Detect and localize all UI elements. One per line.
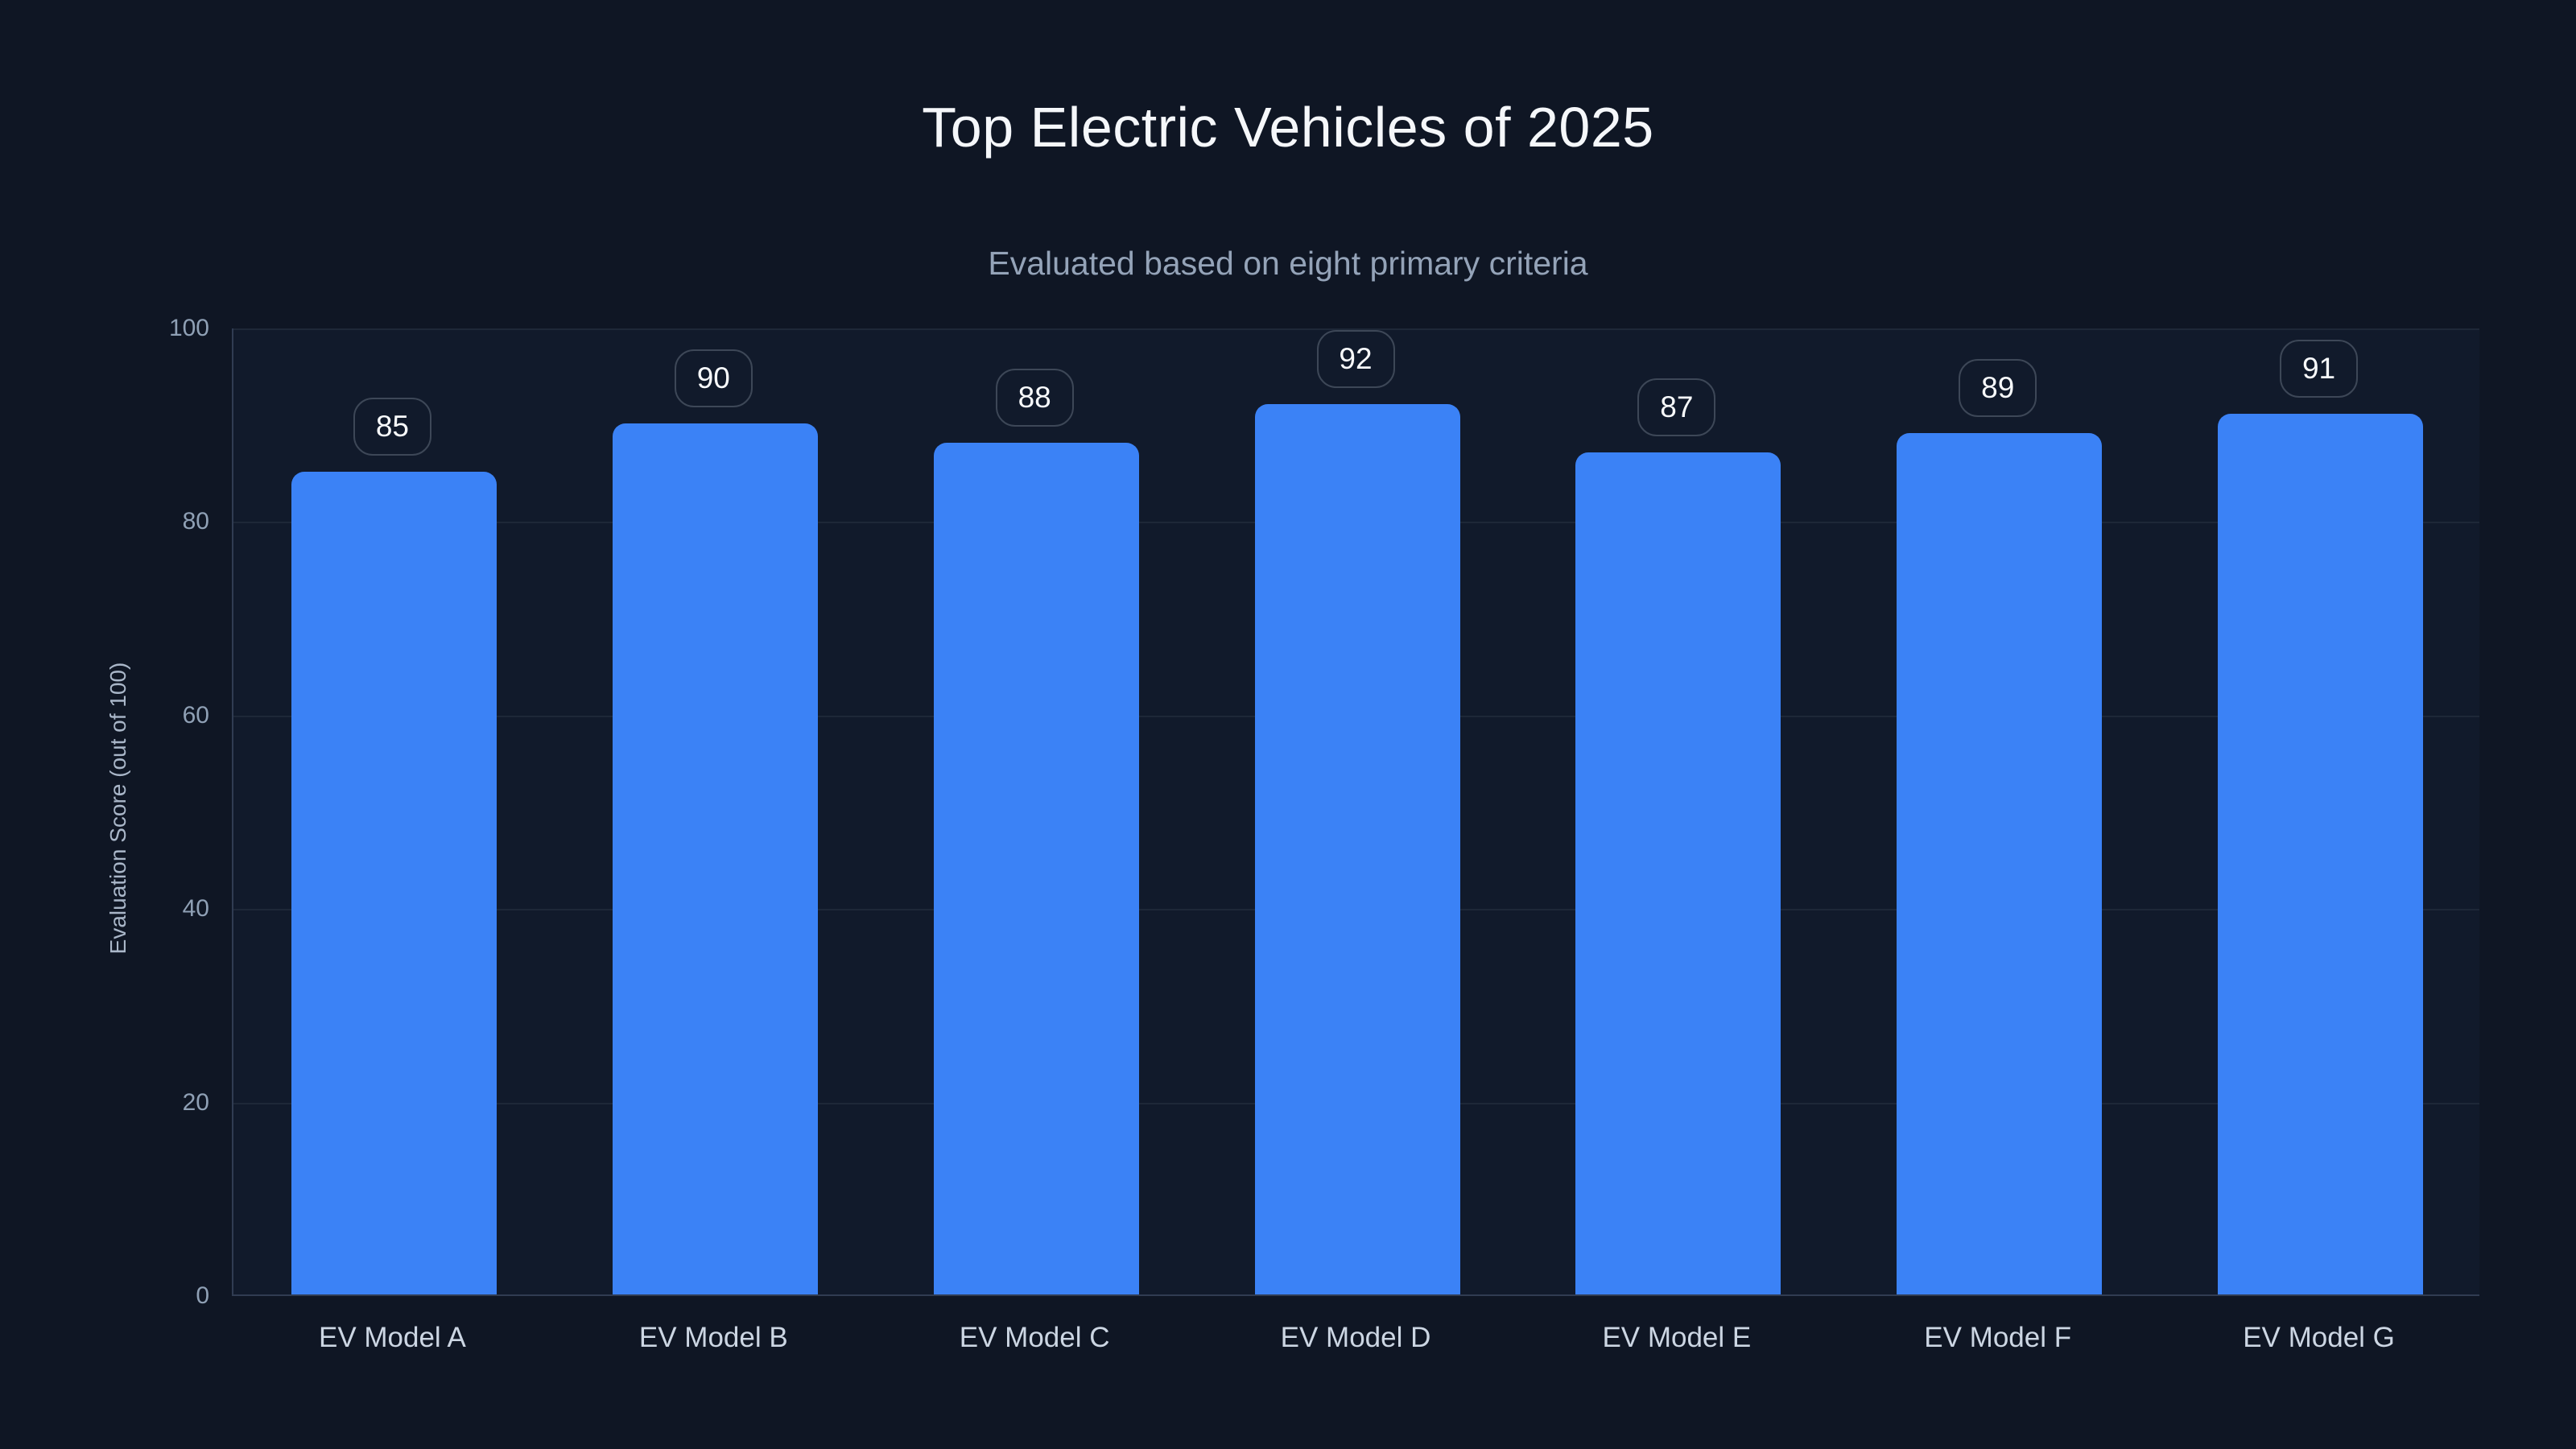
value-label-ev-model-c: 88 xyxy=(995,369,1074,427)
bar-ev-model-b[interactable] xyxy=(612,423,818,1294)
x-label-ev-model-f: EV Model F xyxy=(1924,1322,2072,1353)
x-label-ev-model-a: EV Model A xyxy=(318,1322,466,1353)
chart-title: Top Electric Vehicles of 2025 xyxy=(922,96,1654,159)
y-tick-label-60: 60 xyxy=(182,701,209,729)
value-label-ev-model-e: 87 xyxy=(1637,378,1716,437)
bar-ev-model-g[interactable] xyxy=(2218,414,2424,1294)
bar-ev-model-f[interactable] xyxy=(1897,433,2103,1294)
chart-subtitle: Evaluated based on eight primary criteri… xyxy=(988,245,1588,282)
x-label-ev-model-g: EV Model G xyxy=(2243,1322,2395,1353)
bar-ev-model-e[interactable] xyxy=(1575,452,1781,1294)
value-label-ev-model-f: 89 xyxy=(1959,359,2037,418)
x-label-ev-model-c: EV Model C xyxy=(959,1322,1110,1353)
value-label-ev-model-a: 85 xyxy=(353,398,431,456)
y-tick-label-80: 80 xyxy=(182,508,209,535)
y-tick-label-100: 100 xyxy=(168,315,209,341)
value-label-ev-model-b: 90 xyxy=(674,349,753,408)
y-tick-label-40: 40 xyxy=(182,895,209,923)
gridline-100 xyxy=(233,328,2479,330)
plot-area xyxy=(232,328,2479,1296)
bar-ev-model-c[interactable] xyxy=(933,443,1139,1294)
x-label-ev-model-d: EV Model D xyxy=(1280,1322,1431,1353)
y-tick-label-0: 0 xyxy=(196,1282,209,1309)
value-label-ev-model-d: 92 xyxy=(1316,330,1395,389)
x-label-ev-model-e: EV Model E xyxy=(1602,1322,1752,1353)
y-tick-label-20: 20 xyxy=(182,1088,209,1116)
x-label-ev-model-b: EV Model B xyxy=(638,1322,788,1353)
bar-ev-model-a[interactable] xyxy=(291,472,497,1294)
value-label-ev-model-g: 91 xyxy=(2280,340,2359,398)
bar-ev-model-d[interactable] xyxy=(1254,404,1460,1294)
